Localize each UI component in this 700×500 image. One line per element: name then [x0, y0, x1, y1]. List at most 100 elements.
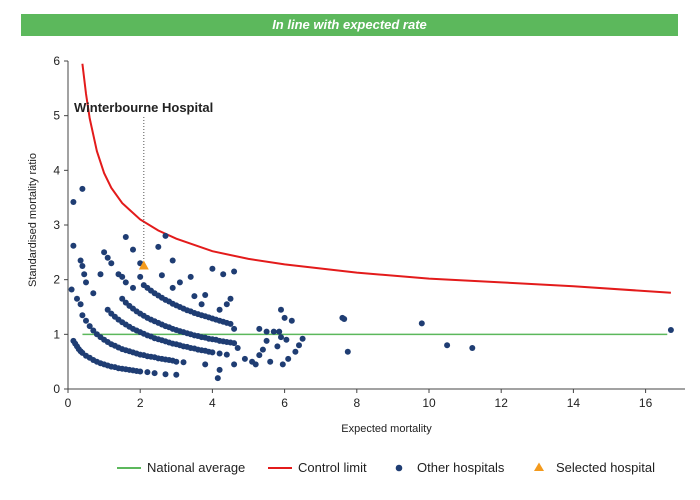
other-hospital-point [97, 271, 104, 278]
other-hospital-point [344, 348, 351, 355]
x-axis-label: Expected mortality [341, 423, 432, 435]
other-hospital-point [259, 346, 266, 353]
other-hospital-point [137, 273, 144, 280]
other-hospital-point [234, 345, 241, 351]
other-hospital-point [158, 272, 165, 279]
other-hospital-point [278, 306, 284, 313]
other-hospital-point [169, 257, 176, 264]
other-hospital-point [231, 361, 238, 368]
other-hospital-point [263, 337, 270, 344]
other-hospital-point [173, 358, 180, 365]
other-hospital-point [281, 314, 288, 321]
other-hospital-point [68, 286, 75, 293]
other-hospital-point [77, 301, 84, 308]
other-hospital-point [83, 279, 89, 286]
x-tick-label: 0 [65, 396, 72, 410]
other-hospital-point [155, 243, 162, 250]
legend: National average Control limit Other hos… [117, 460, 655, 475]
other-hospital-point [241, 355, 248, 362]
legend-label-other-hospitals: Other hospitals [417, 460, 505, 475]
other-hospital-point [270, 328, 277, 335]
other-hospital-point [144, 369, 151, 376]
other-hospital-point [104, 254, 111, 261]
other-hospital-point [187, 273, 194, 280]
other-hospital-point [86, 323, 93, 330]
other-hospital-point [191, 293, 198, 300]
other-hospital-point [216, 350, 223, 357]
other-hospital-point [101, 249, 108, 256]
other-hospital-point [263, 328, 270, 335]
other-hospital-point [137, 368, 144, 375]
x-tick-label: 14 [567, 396, 581, 410]
x-tick-label: 10 [422, 396, 436, 410]
other-hospital-point [119, 273, 126, 280]
other-hospital-point [162, 232, 169, 239]
y-tick-label: 4 [53, 163, 60, 177]
other-hospital-point [216, 306, 223, 313]
other-hospital-point [202, 292, 209, 298]
x-tick-label: 2 [137, 396, 144, 410]
other-hospital-point [81, 271, 88, 278]
other-hospital-point [162, 371, 169, 378]
other-hospital-point [276, 328, 283, 335]
x-tick-label: 6 [281, 396, 288, 410]
y-tick-label: 0 [53, 382, 60, 396]
legend-swatch-selected-hospital [534, 462, 544, 471]
legend-swatch-other-hospitals [395, 464, 403, 472]
other-hospital-point [130, 246, 136, 253]
other-hospital-point [151, 370, 158, 377]
other-hospital-point [173, 371, 180, 378]
other-hospital-point [227, 320, 234, 327]
other-hospital-point [231, 340, 238, 347]
other-hospital-point [256, 352, 263, 359]
other-hospital-point [278, 334, 284, 341]
other-hospital-point [79, 312, 86, 319]
other-hospital-point [296, 342, 302, 349]
other-hospital-point [79, 185, 86, 192]
other-hospital-point [274, 343, 281, 350]
legend-label-control-limit: Control limit [298, 460, 367, 475]
other-hospital-point [119, 295, 126, 302]
other-hospital-point [209, 349, 216, 356]
other-hospital-point [90, 290, 97, 297]
other-hospital-point [444, 342, 451, 349]
other-hospital-point [288, 317, 295, 324]
other-hospital-point [130, 284, 136, 291]
other-hospital-point [299, 335, 306, 342]
y-axis-label: Standardised mortality ratio [27, 153, 39, 287]
other-hospital-point [214, 375, 221, 382]
other-hospital-point [223, 351, 230, 358]
other-hospital-point [122, 279, 129, 286]
other-hospital-point [202, 361, 209, 368]
other-hospital-point [180, 359, 187, 366]
other-hospital-point [90, 327, 97, 334]
other-hospital-point [267, 358, 274, 365]
y-tick-label: 5 [53, 109, 60, 123]
y-tick-label: 1 [53, 327, 60, 341]
other-hospital-point [79, 263, 86, 269]
other-hospital-point [256, 325, 263, 332]
x-tick-label: 16 [639, 396, 653, 410]
other-hospital-point [104, 306, 111, 313]
annotation-label: Winterbourne Hospital [74, 100, 213, 115]
other-hospital-point [418, 320, 425, 327]
x-tick-label: 4 [209, 396, 216, 410]
other-hospital-point [252, 361, 259, 368]
other-hospital-point [83, 317, 89, 324]
other-hospital-point [223, 301, 230, 308]
axes [64, 60, 685, 393]
other-hospital-point [70, 199, 77, 205]
other-hospital-point [70, 242, 77, 249]
legend-label-national-average: National average [147, 460, 245, 475]
other-hospital-point [341, 316, 348, 322]
other-hospital-point [285, 355, 292, 362]
other-hospital-point [176, 279, 183, 286]
other-hospital-point [77, 257, 84, 264]
other-hospital-point [209, 265, 216, 272]
x-tick-label: 8 [353, 396, 360, 410]
selected-hospital-point [138, 260, 149, 270]
y-tick-label: 2 [53, 273, 60, 287]
other-hospital-point [216, 366, 223, 373]
